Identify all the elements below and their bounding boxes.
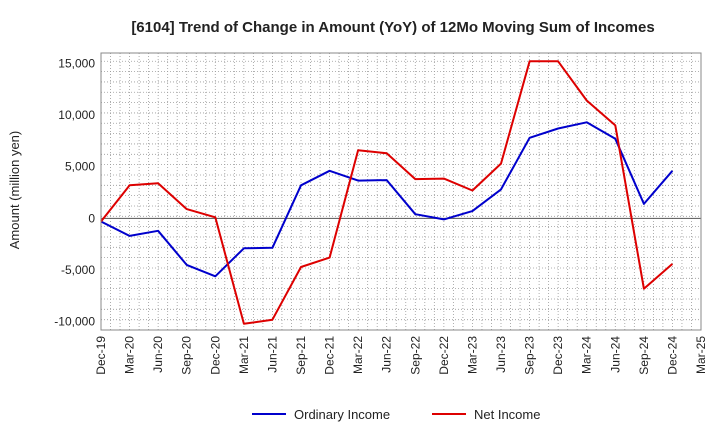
x-tick-labels: Dec-19 Mar-20 Jun-20 Sep-20 Dec-20 Mar-21 Jun-… <box>94 336 708 375</box>
x-tick-label: Dec-19 <box>94 336 108 375</box>
x-tick-label: Sep-23 <box>523 336 537 375</box>
y-tick-label: 0 <box>88 211 95 225</box>
x-tick-label: Sep-24 <box>637 336 651 375</box>
x-tick-label: Jun-24 <box>608 336 622 373</box>
y-tick-label: 10,000 <box>58 108 95 122</box>
y-tick-label: -10,000 <box>54 315 95 329</box>
series-line-net-income <box>100 60 674 325</box>
x-tick-label: Sep-20 <box>180 336 194 375</box>
x-tick-label: Jun-20 <box>151 336 165 373</box>
plot-frame <box>100 52 702 331</box>
y-tick-label: 5,000 <box>65 160 95 174</box>
x-tick-label: Sep-21 <box>294 336 308 375</box>
x-tick-label: Mar-20 <box>123 336 137 374</box>
x-tick-label: Jun-23 <box>494 336 508 373</box>
x-tick-label: Dec-24 <box>665 336 679 375</box>
x-tick-label: Mar-22 <box>351 336 365 374</box>
legend: Ordinary Income Net Income <box>252 407 540 422</box>
y-tick-labels: -10,000 -5,000 0 5,000 10,000 15,000 <box>54 56 95 328</box>
y-tick-label: 15,000 <box>58 56 95 70</box>
x-tick-label: Mar-23 <box>465 336 479 374</box>
series-line-ordinary-income <box>100 121 674 278</box>
x-tick-label: Dec-23 <box>551 336 565 375</box>
chart-title: [6104] Trend of Change in Amount (YoY) o… <box>131 19 654 36</box>
x-tick-label: Sep-22 <box>408 336 422 375</box>
y-tick-label: -5,000 <box>61 263 95 277</box>
x-tick-label: Dec-20 <box>208 336 222 375</box>
series-lines <box>100 60 674 325</box>
x-tick-label: Dec-21 <box>323 336 337 375</box>
grid <box>100 53 702 331</box>
x-tick-label: Mar-25 <box>694 336 708 374</box>
x-tick-label: Mar-24 <box>580 336 594 374</box>
legend-label: Ordinary Income <box>294 407 390 422</box>
x-tick-label: Jun-22 <box>380 336 394 373</box>
legend-label: Net Income <box>474 407 540 422</box>
x-tick-label: Mar-21 <box>237 336 251 374</box>
x-tick-label: Jun-21 <box>265 336 279 373</box>
x-tick-label: Dec-22 <box>437 336 451 375</box>
y-axis-label: Amount (million yen) <box>7 131 22 250</box>
